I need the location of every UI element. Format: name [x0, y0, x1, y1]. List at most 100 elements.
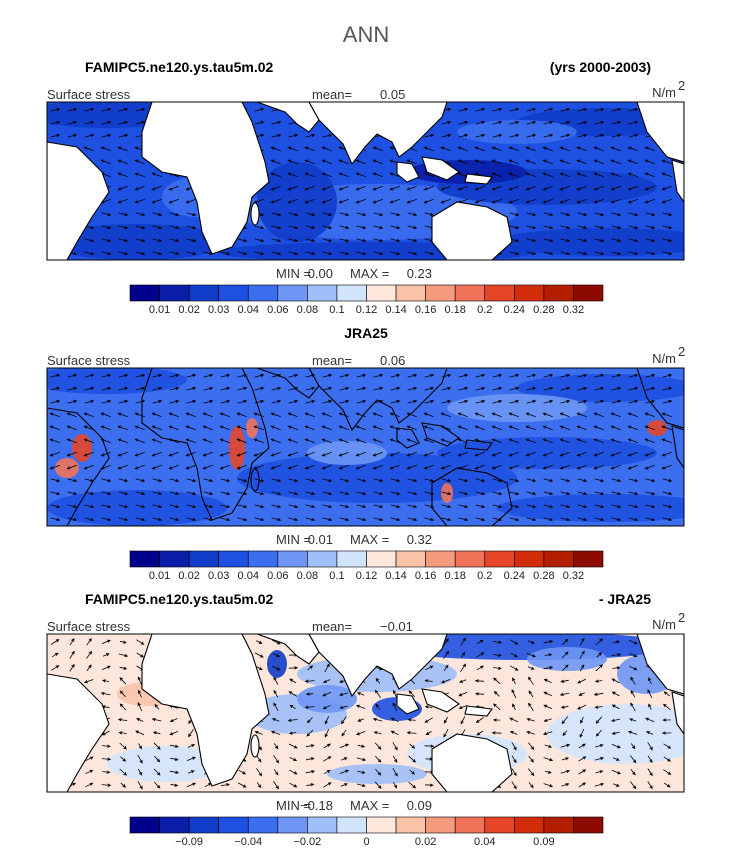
vector: [270, 159, 281, 165]
vector: [254, 120, 265, 125]
vector: [528, 742, 535, 751]
vector: [543, 666, 554, 670]
vector: [594, 225, 605, 230]
vector: [168, 451, 179, 457]
vector: [168, 438, 179, 444]
vector: [373, 238, 384, 243]
colorbar-box: [277, 284, 308, 302]
vector: [577, 399, 588, 404]
vector: [84, 238, 95, 243]
vector: [663, 782, 671, 788]
vector: [409, 743, 416, 749]
map-frame: [46, 633, 685, 793]
vector: [628, 251, 639, 256]
vector: [491, 185, 502, 191]
vector: [561, 783, 570, 787]
vector: [237, 238, 248, 243]
vector: [645, 386, 656, 391]
vector: [542, 464, 553, 470]
vector: [610, 159, 621, 165]
colorbar-box: [159, 284, 190, 302]
vector: [645, 731, 654, 735]
vector: [67, 491, 78, 496]
vector: [134, 412, 145, 418]
vector: [118, 133, 129, 138]
vector: [134, 425, 145, 431]
vector: [509, 517, 520, 522]
vector: [372, 172, 383, 178]
vector: [559, 172, 570, 178]
vector: [170, 757, 179, 761]
vector: [475, 386, 486, 391]
vector: [595, 664, 603, 672]
vector: [356, 251, 367, 256]
vector: [84, 251, 95, 256]
vector: [237, 491, 248, 496]
vector: [135, 238, 146, 243]
vector: [357, 770, 366, 774]
vector: [628, 478, 639, 483]
colorbar-label: 0.16: [415, 304, 436, 316]
vector: [457, 438, 468, 444]
vector: [373, 478, 384, 483]
vector: [119, 666, 128, 670]
vector: [67, 133, 78, 138]
vector: [577, 517, 588, 522]
vector: [509, 373, 520, 378]
vector: [440, 438, 451, 444]
colorbar-box: [366, 284, 397, 302]
vector: [203, 504, 214, 509]
vector: [272, 652, 281, 658]
vector: [457, 412, 468, 418]
vector: [525, 412, 536, 418]
vector: [288, 212, 299, 217]
vector: [628, 517, 639, 522]
vector: [324, 663, 330, 673]
vector: [593, 185, 604, 191]
vector: [407, 718, 416, 722]
vector: [560, 212, 571, 217]
vector: [491, 412, 502, 418]
colorbar-label: 0.16: [415, 570, 436, 582]
vector: [526, 238, 537, 243]
vector: [305, 133, 316, 138]
vector: [559, 438, 570, 444]
vector: [270, 172, 281, 178]
vector: [287, 172, 298, 178]
vector: [102, 679, 110, 683]
vector: [525, 146, 536, 152]
vector: [611, 107, 622, 112]
vector: [152, 212, 163, 217]
vector: [101, 491, 112, 496]
vector: [491, 146, 502, 152]
vector: [169, 212, 180, 217]
vector: [373, 504, 384, 509]
vector: [595, 729, 602, 737]
vector: [645, 717, 655, 723]
vector: [273, 781, 280, 790]
vector: [321, 412, 332, 418]
vector: [493, 666, 502, 670]
vector: [611, 704, 620, 710]
vector: [50, 399, 61, 404]
vector: [543, 757, 554, 762]
vector: [254, 386, 265, 391]
vector: [525, 198, 536, 204]
vector: [611, 517, 622, 522]
vector: [220, 504, 231, 509]
vector: [273, 676, 279, 685]
vector: [510, 639, 519, 645]
colorbar-label: 0.03: [208, 570, 229, 582]
map: [46, 367, 685, 527]
vector: [393, 782, 398, 789]
vector: [560, 517, 571, 522]
vector: [270, 438, 281, 444]
vector: [578, 782, 587, 788]
vector: [84, 386, 95, 391]
vector: [372, 438, 383, 444]
vector: [306, 717, 313, 724]
vector: [577, 504, 588, 509]
vector: [443, 716, 449, 724]
vector: [628, 212, 639, 217]
vector: [118, 107, 129, 112]
